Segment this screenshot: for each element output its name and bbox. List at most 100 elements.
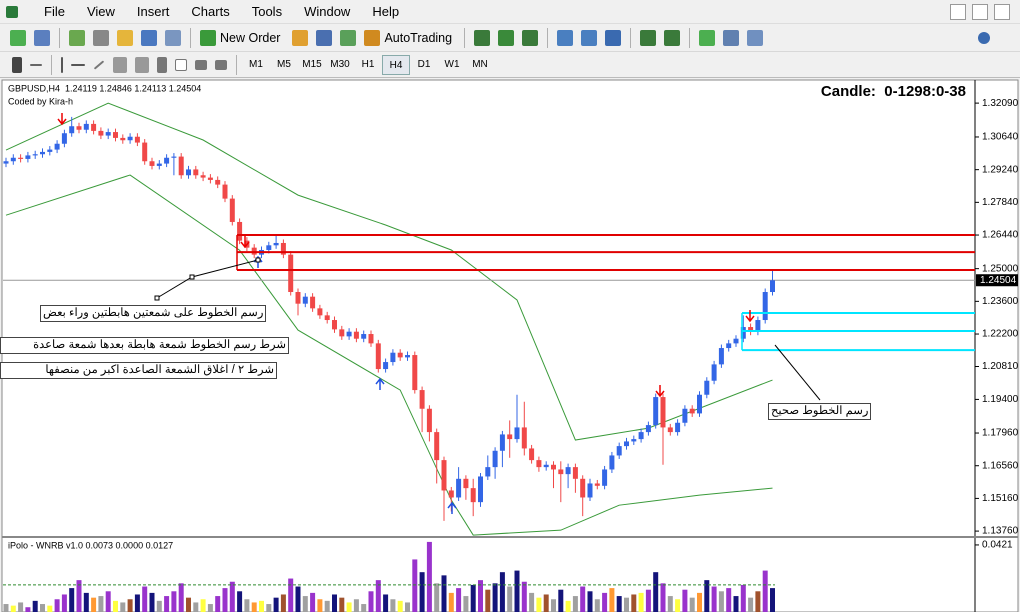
candle-body bbox=[580, 478, 586, 498]
connector-handle bbox=[189, 274, 195, 280]
crosshair-button[interactable] bbox=[30, 63, 42, 66]
fibo-button[interactable] bbox=[135, 56, 149, 73]
candle-body bbox=[689, 408, 695, 414]
indicators-button[interactable] bbox=[699, 29, 716, 46]
zoom-in-button[interactable] bbox=[557, 29, 574, 46]
timeframe-button[interactable]: H1 bbox=[361, 58, 375, 70]
restore-button[interactable] bbox=[972, 3, 988, 20]
histogram-bar bbox=[288, 578, 294, 612]
shapes-button[interactable] bbox=[195, 59, 207, 70]
candle-body bbox=[565, 467, 571, 475]
trendline-button[interactable] bbox=[93, 59, 105, 70]
menu-item[interactable]: Tools bbox=[251, 4, 283, 19]
menu-item[interactable]: View bbox=[86, 4, 115, 19]
vline-button[interactable] bbox=[61, 56, 63, 73]
candle-body bbox=[770, 280, 775, 293]
histogram-bar bbox=[551, 599, 556, 612]
tile-button[interactable] bbox=[605, 29, 622, 46]
search-button[interactable] bbox=[978, 31, 990, 44]
connector-handle bbox=[255, 257, 261, 263]
histogram-bar bbox=[697, 592, 702, 612]
candle-body bbox=[164, 157, 170, 164]
candle-body bbox=[339, 329, 345, 337]
menu-item[interactable]: Charts bbox=[191, 4, 230, 19]
candle-body bbox=[507, 434, 513, 440]
menu-item[interactable]: File bbox=[44, 4, 65, 19]
standard-toolbar: New Order AutoTrading bbox=[0, 24, 1020, 52]
sell-arrow bbox=[240, 236, 250, 249]
histogram-bar bbox=[193, 602, 199, 612]
close-button[interactable] bbox=[994, 3, 1010, 20]
timeframe-button[interactable]: M15 bbox=[302, 58, 322, 70]
candle-body bbox=[536, 460, 542, 468]
candle-body bbox=[514, 427, 520, 440]
histogram-bar bbox=[113, 600, 118, 612]
timeframe-button[interactable]: M30 bbox=[330, 58, 350, 70]
templates-button[interactable] bbox=[747, 29, 764, 46]
candle-body bbox=[361, 334, 367, 339]
market-watch-button[interactable] bbox=[69, 29, 85, 46]
zoom-out-button[interactable] bbox=[581, 29, 598, 46]
cursor-button[interactable] bbox=[12, 56, 22, 73]
editor-button[interactable] bbox=[292, 29, 309, 46]
arrows-button[interactable] bbox=[215, 59, 227, 70]
candle-body bbox=[105, 132, 111, 136]
candle-body bbox=[280, 242, 286, 255]
histogram-bar bbox=[755, 591, 761, 612]
menu: File View Insert Charts Tools Window Help bbox=[22, 4, 399, 19]
sell-arrow bbox=[57, 113, 67, 126]
new-chart-button[interactable] bbox=[10, 29, 26, 46]
candle-body bbox=[215, 179, 221, 185]
histogram-bar bbox=[339, 597, 345, 612]
histogram-bar bbox=[237, 591, 243, 612]
minimize-button[interactable] bbox=[950, 3, 966, 20]
text-button[interactable] bbox=[157, 56, 167, 73]
timeframe-button[interactable]: W1 bbox=[444, 58, 460, 70]
timeframe-button[interactable]: D1 bbox=[417, 58, 431, 70]
histogram-bar bbox=[105, 591, 111, 612]
profiles-button[interactable] bbox=[34, 29, 50, 46]
candle-body bbox=[645, 425, 651, 433]
navigator-button[interactable] bbox=[117, 29, 133, 46]
new-order-button[interactable]: New Order bbox=[220, 30, 281, 45]
data-window-button[interactable] bbox=[93, 29, 109, 46]
band-line bbox=[5, 102, 773, 441]
channel-button[interactable] bbox=[113, 56, 127, 73]
timeframe-button[interactable]: M1 bbox=[249, 58, 263, 70]
candle-chart-button[interactable] bbox=[498, 29, 515, 46]
auto-trading-button[interactable]: AutoTrading bbox=[384, 30, 453, 45]
signal-arrows bbox=[57, 113, 755, 398]
terminal-button[interactable] bbox=[141, 29, 157, 46]
timeframe-button[interactable]: MN bbox=[472, 58, 488, 70]
menu-item[interactable]: Insert bbox=[136, 4, 170, 19]
histogram-bar bbox=[149, 592, 155, 612]
label-button[interactable] bbox=[175, 58, 187, 71]
histogram-bar bbox=[3, 604, 9, 612]
candle-body bbox=[54, 143, 60, 150]
signals-button[interactable] bbox=[340, 29, 357, 46]
histogram-bar bbox=[178, 583, 184, 612]
periods-button[interactable] bbox=[723, 29, 740, 46]
menu-item[interactable]: Help bbox=[372, 4, 400, 19]
bar-chart-button[interactable] bbox=[474, 29, 491, 46]
histogram-bar bbox=[383, 594, 389, 612]
candle-body bbox=[426, 408, 432, 433]
tester-button[interactable] bbox=[165, 29, 181, 46]
candle-body bbox=[47, 149, 53, 152]
candle-body bbox=[156, 163, 162, 166]
histogram-bar bbox=[40, 604, 45, 612]
editor-button[interactable] bbox=[316, 29, 333, 46]
histogram-bar bbox=[412, 559, 418, 612]
timeframe-button[interactable]: H4 bbox=[382, 54, 410, 75]
timeframe-button[interactable]: M5 bbox=[277, 58, 291, 70]
autoscroll-button[interactable] bbox=[640, 29, 657, 46]
y-tick-label: 1.30640 bbox=[982, 132, 1019, 143]
shift-button[interactable] bbox=[664, 29, 681, 46]
menu-item[interactable]: Window bbox=[304, 4, 351, 19]
y-tick-label: 1.15160 bbox=[982, 493, 1019, 504]
hline-button[interactable] bbox=[71, 63, 85, 66]
histogram-bar bbox=[397, 600, 403, 612]
candle-body bbox=[368, 334, 374, 344]
y-tick-label: 1.19400 bbox=[982, 394, 1019, 405]
line-chart-button[interactable] bbox=[522, 29, 539, 46]
